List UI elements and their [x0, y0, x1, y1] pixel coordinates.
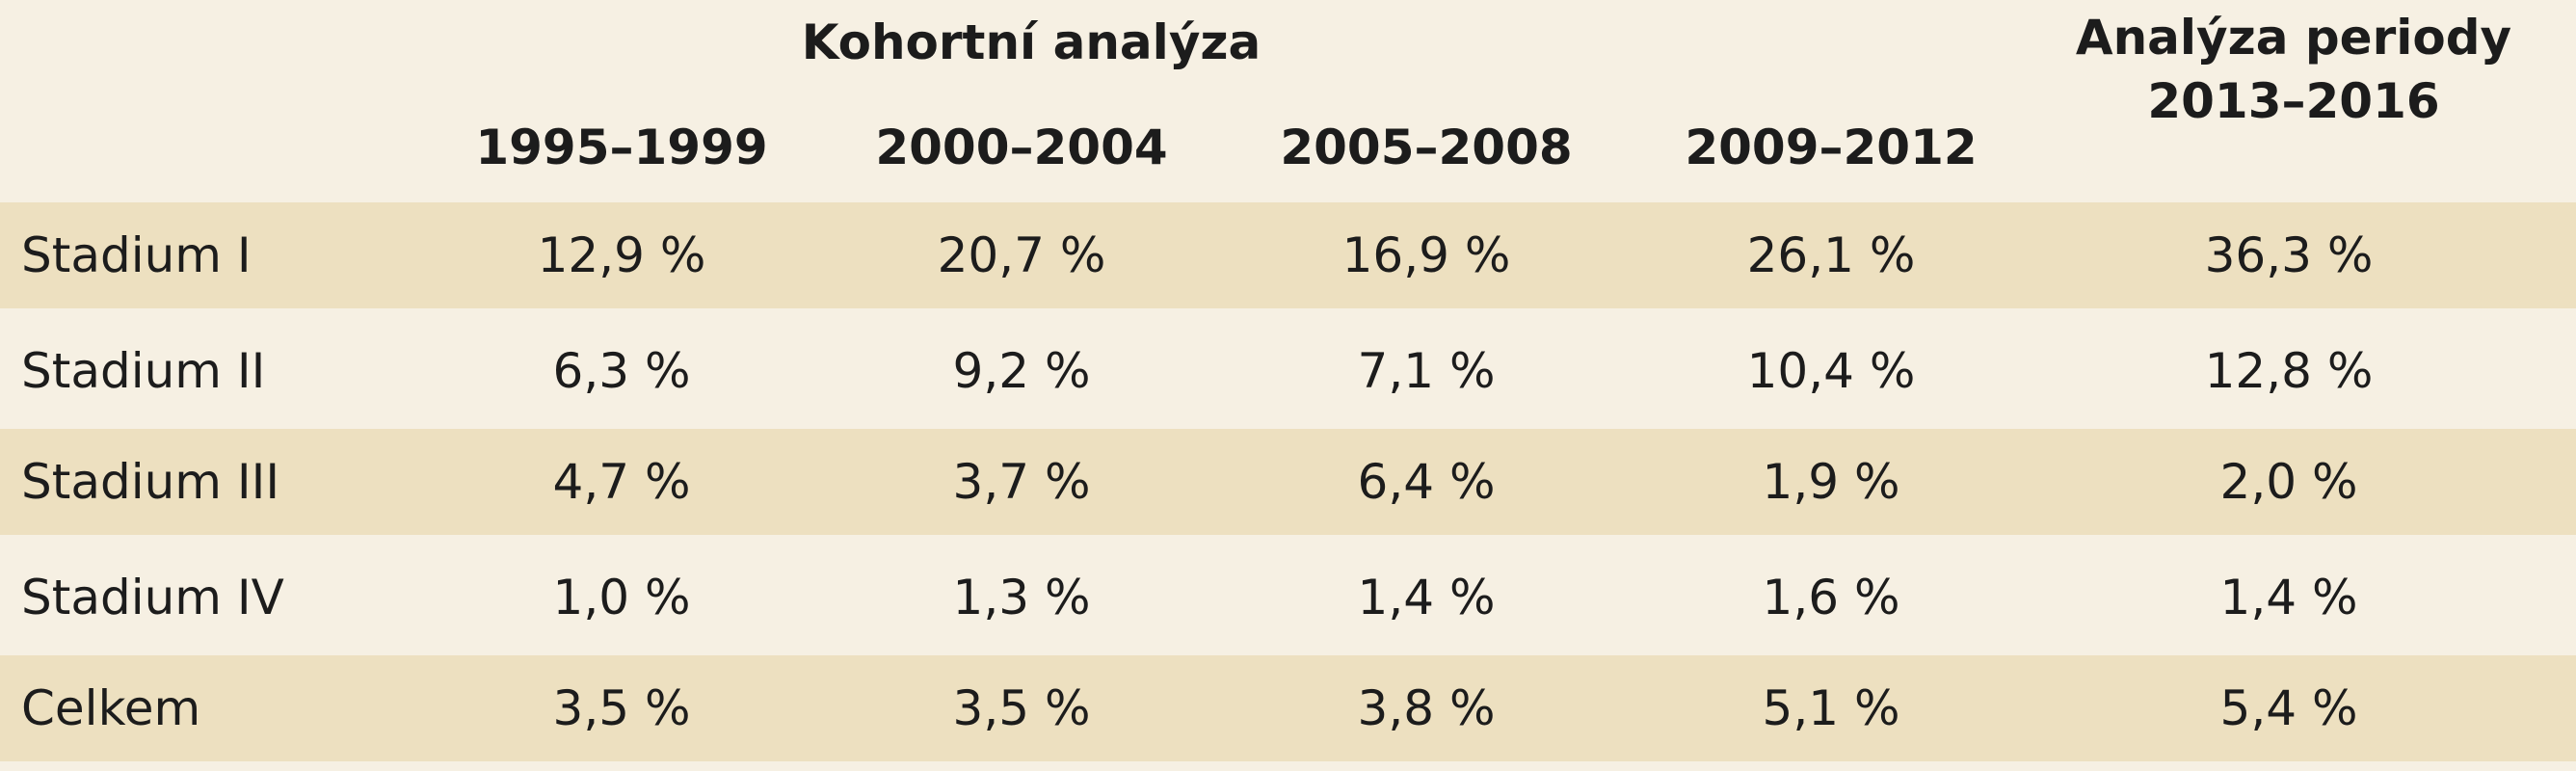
- table-cell: 6,3 %: [552, 343, 691, 399]
- header-period-analysis-years: 2013–2016: [2147, 73, 2440, 129]
- table-row-stadium-4: Stadium IV 1,0 % 1,3 % 1,4 % 1,6 % 1,4 %: [0, 545, 2576, 651]
- table-cell: 7,1 %: [1357, 343, 1496, 399]
- table-cell: 5,4 %: [2219, 680, 2358, 736]
- table-cell: 3,5 %: [952, 680, 1091, 736]
- table-cell: 36,3 %: [2204, 227, 2374, 283]
- header-period-analysis: Analýza periody 2013–2016: [2014, 6, 2573, 141]
- table-cell: 1,4 %: [1357, 570, 1496, 625]
- table-cell: 1,3 %: [952, 570, 1091, 625]
- table-cell: 12,8 %: [2204, 343, 2374, 399]
- table-cell: 9,2 %: [952, 343, 1091, 399]
- table-cell: 6,4 %: [1357, 454, 1496, 510]
- table-cell: 3,5 %: [552, 680, 691, 736]
- row-label: Stadium III: [21, 454, 280, 510]
- table-row-stadium-1: Stadium I 12,9 % 20,7 % 16,9 % 26,1 % 36…: [0, 202, 2576, 308]
- table-row-total: Celkem 3,5 % 3,5 % 3,8 % 5,1 % 5,4 %: [0, 655, 2576, 761]
- table-row-stadium-3: Stadium III 4,7 % 3,7 % 6,4 % 1,9 % 2,0 …: [0, 429, 2576, 535]
- header-year-2: 2000–2004: [875, 120, 1168, 175]
- table-cell: 3,7 %: [952, 454, 1091, 510]
- table-cell: 16,9 %: [1341, 227, 1511, 283]
- table-cell: 20,7 %: [937, 227, 1106, 283]
- table-cell: 2,0 %: [2219, 454, 2358, 510]
- table-cell: 4,7 %: [552, 454, 691, 510]
- table-cell: 5,1 %: [1762, 680, 1900, 736]
- table-cell: 1,4 %: [2219, 570, 2358, 625]
- table-cell: 12,9 %: [537, 227, 706, 283]
- header-cohort-analysis: Kohortní analýza: [801, 14, 1261, 70]
- header-period-analysis-title: Analýza periody: [2075, 10, 2512, 66]
- row-label: Stadium I: [21, 227, 252, 283]
- table-cell: 10,4 %: [1746, 343, 1916, 399]
- row-label: Celkem: [21, 680, 201, 736]
- table-cell: 1,6 %: [1762, 570, 1900, 625]
- header-year-1: 1995–1999: [475, 120, 768, 175]
- table-cell: 3,8 %: [1357, 680, 1496, 736]
- header-year-4: 2009–2012: [1685, 120, 1978, 175]
- header-year-3: 2005–2008: [1280, 120, 1573, 175]
- table-cell: 26,1 %: [1746, 227, 1916, 283]
- table-cell: 1,0 %: [552, 570, 691, 625]
- table-row-stadium-2: Stadium II 6,3 % 9,2 % 7,1 % 10,4 % 12,8…: [0, 318, 2576, 424]
- row-label: Stadium IV: [21, 570, 284, 625]
- table-cell: 1,9 %: [1762, 454, 1900, 510]
- row-label: Stadium II: [21, 343, 266, 399]
